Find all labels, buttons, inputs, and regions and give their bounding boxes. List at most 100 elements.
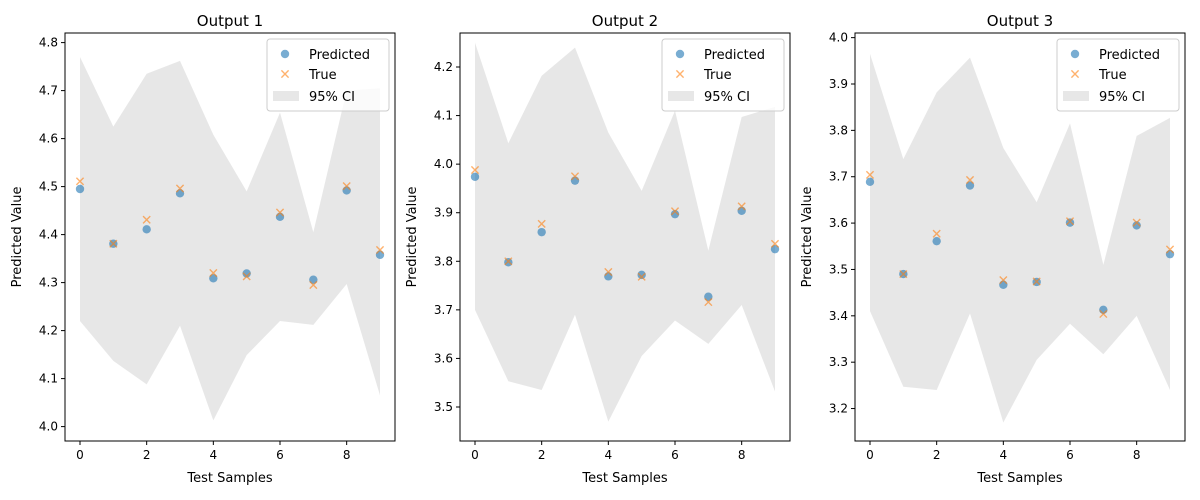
- true-point: [537, 219, 546, 228]
- y-tick-label: 4.6: [39, 132, 58, 146]
- y-tick-label: 3.6: [434, 351, 453, 365]
- legend-true-marker: [675, 69, 685, 79]
- x-tick-label: 6: [1066, 448, 1074, 462]
- predicted-point: [604, 272, 613, 281]
- y-tick-label: 3.7: [434, 303, 453, 317]
- predicted-point: [537, 227, 546, 237]
- x-tick-label: 4: [1000, 448, 1008, 462]
- predicted-point: [342, 186, 351, 195]
- legend: Predicted True 95% CI: [661, 38, 785, 112]
- true-point: [899, 269, 908, 279]
- true-point: [932, 229, 941, 238]
- y-tick-label: 3.7: [829, 170, 848, 184]
- y-tick-label: 4.4: [39, 228, 58, 242]
- true-point: [342, 182, 351, 191]
- legend-entry-label: True: [1098, 68, 1127, 83]
- x-axis-label: Test Samples: [976, 471, 1062, 486]
- y-tick-label: 3.5: [829, 262, 848, 276]
- chart-panel-2: 0 2 4 6 8 3.5 3.6 3.7 3.8 3.9 4.0 4.1 4.2 Output 2 Tes…: [405, 12, 791, 486]
- true-point: [670, 207, 680, 216]
- true-point: [570, 172, 580, 181]
- x-tick-label: 6: [671, 448, 679, 462]
- x-tick-label: 8: [738, 448, 746, 462]
- x-axis-label: Test Samples: [186, 471, 272, 486]
- y-tick-label: 3.8: [434, 254, 453, 268]
- ci-band: [475, 42, 775, 422]
- true-point: [75, 177, 85, 186]
- legend-entry-label: 95% CI: [309, 90, 355, 105]
- legend-entry-label: Predicted: [704, 48, 765, 63]
- true-point: [965, 175, 975, 185]
- y-tick-label: 4.1: [39, 372, 58, 386]
- y-tick-label: 4.7: [39, 84, 58, 98]
- predicted-point: [242, 269, 251, 278]
- true-point: [865, 170, 875, 179]
- predicted-point: [309, 275, 318, 284]
- x-tick-label: 0: [866, 448, 874, 462]
- legend-entry-label: Predicted: [309, 48, 370, 63]
- y-tick-label: 4.1: [434, 109, 453, 123]
- true-point: [209, 268, 218, 278]
- legend-entry-label: 95% CI: [1099, 90, 1145, 105]
- chart-title: Output 2: [592, 12, 658, 30]
- chart-panel-1: 0 2 4 6 8 4.0 4.1 4.2 4.3 4.4 4.5 4.6 4.7 4.8 Output 1…: [10, 12, 396, 486]
- true-point: [1032, 277, 1041, 286]
- y-tick-label: 3.5: [434, 400, 453, 414]
- legend-ci-swatch: [273, 91, 299, 101]
- legend: Predicted True 95% CI: [266, 38, 390, 112]
- y-tick-label: 3.6: [829, 216, 848, 230]
- true-point: [1099, 309, 1108, 319]
- predicted-point: [737, 206, 746, 215]
- legend-ci-swatch: [668, 91, 694, 101]
- true-point: [1065, 217, 1075, 226]
- x-tick-label: 4: [605, 448, 613, 462]
- true-point: [109, 239, 118, 248]
- predicted-point: [932, 236, 941, 246]
- predicted-point: [142, 225, 151, 234]
- predicted-point: [1132, 221, 1141, 230]
- x-tick-label: 2: [143, 448, 151, 462]
- y-tick-label: 3.3: [829, 355, 848, 369]
- chart-title: Output 1: [197, 12, 263, 30]
- x-tick-label: 2: [538, 448, 546, 462]
- predicted-point: [965, 181, 975, 190]
- true-point: [1132, 218, 1141, 227]
- chart-panel-3: 0 2 4 6 8 3.2 3.3 3.4 3.5 3.6 3.7 3.8 3.9 4.0 Output 3…: [800, 12, 1186, 486]
- y-axis-label: Predicted Value: [405, 187, 420, 288]
- x-tick-label: 4: [210, 448, 218, 462]
- legend-ci-swatch: [1063, 91, 1089, 101]
- true-point: [770, 239, 780, 248]
- legend-entry-label: 95% CI: [704, 90, 750, 105]
- y-tick-label: 4.3: [39, 276, 58, 290]
- predicted-point: [570, 176, 580, 185]
- axes-frame: [459, 32, 791, 442]
- true-point: [275, 208, 285, 217]
- predicted-point: [1065, 218, 1075, 227]
- legend-predicted-marker: [675, 49, 685, 59]
- true-point: [175, 184, 185, 193]
- true-point: [309, 280, 318, 290]
- x-axis-label: Test Samples: [581, 471, 667, 486]
- true-point: [999, 276, 1008, 285]
- legend-entry-label: True: [703, 68, 732, 83]
- x-tick-label: 2: [933, 448, 941, 462]
- predicted-point: [75, 184, 85, 194]
- y-tick-label: 3.9: [434, 206, 453, 220]
- true-point: [604, 267, 613, 277]
- true-point: [704, 297, 713, 307]
- predicted-point: [1099, 305, 1108, 314]
- chart-title: Output 3: [987, 12, 1053, 30]
- y-tick-label: 4.0: [434, 157, 453, 171]
- y-axis-label: Predicted Value: [800, 187, 815, 288]
- legend: Predicted True 95% CI: [1056, 38, 1180, 112]
- y-tick-label: 3.4: [829, 309, 848, 323]
- legend-entry-label: True: [308, 68, 337, 83]
- true-point: [470, 165, 480, 175]
- x-tick-label: 0: [76, 448, 84, 462]
- true-point: [504, 257, 513, 266]
- y-tick-label: 3.2: [829, 402, 848, 416]
- y-tick-label: 4.0: [829, 31, 848, 45]
- predicted-point: [637, 270, 646, 280]
- predicted-point: [865, 177, 875, 187]
- predicted-point: [275, 212, 285, 222]
